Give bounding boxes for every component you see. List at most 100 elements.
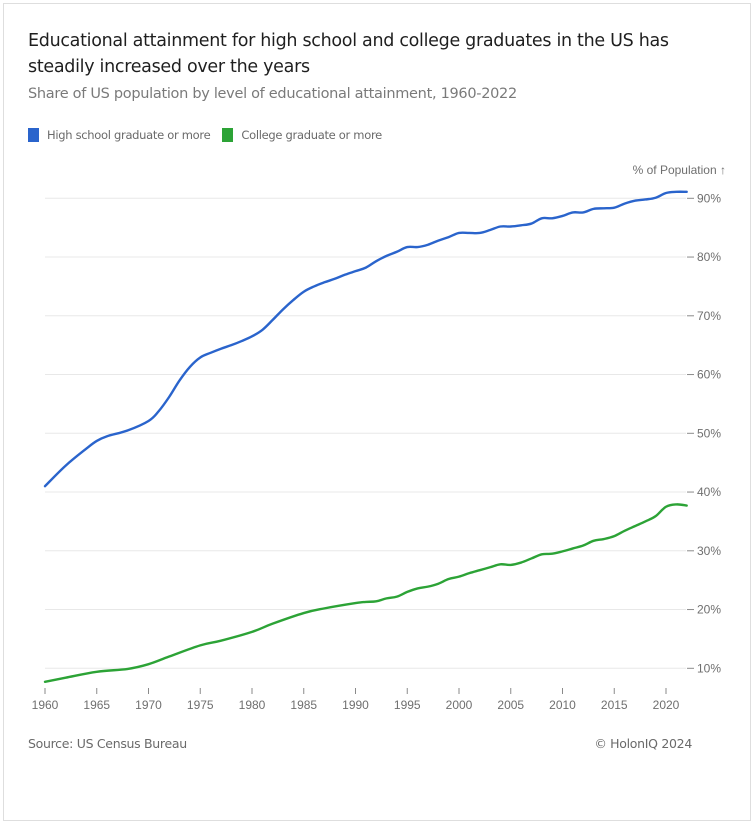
data-point-college-2016 [623,529,627,533]
data-point-college-2015 [612,534,616,538]
data-point-college-2003 [488,565,492,569]
data-point-high-school-1965 [95,439,99,443]
data-point-high-school-1984 [291,298,295,302]
legend: High school graduate or more College gra… [28,128,394,142]
data-point-college-2008 [540,552,544,556]
x-tick-label-1970: 1970 [135,698,162,712]
y-axis: 10% 20% 30% 40% 50% 60% 70% 80% 90% [687,191,721,675]
data-point-high-school-1975 [198,356,202,360]
data-point-high-school-1970 [147,419,151,423]
data-point-high-school-1974 [188,365,192,369]
data-point-high-school-1987 [322,280,326,284]
data-point-high-school-2005 [509,225,513,229]
data-point-college-1980 [250,630,254,634]
data-point-high-school-2019 [654,196,658,200]
data-point-high-school-1966 [105,434,109,438]
data-point-high-school-1988 [333,277,337,281]
data-point-high-school-1990 [354,269,358,273]
y-tick-label-80: 80% [697,250,721,264]
chart-card [3,3,751,821]
data-point-high-school-2020 [664,191,668,195]
data-point-college-2001 [467,571,471,575]
x-tick-label-1985: 1985 [290,698,317,712]
legend-swatch-college [222,128,234,142]
data-point-college-1992 [374,599,378,603]
data-point-high-school-1989 [343,273,347,277]
data-point-college-1968 [126,667,130,671]
chart-title: Educational attainment for high school a… [28,31,669,77]
data-point-high-school-2006 [519,223,523,227]
y-tick-label-60: 60% [697,368,721,382]
x-tick-label-2005: 2005 [497,698,524,712]
data-point-college-1970 [147,662,151,666]
data-point-college-1990 [354,601,358,605]
data-point-high-school-1997 [426,243,430,247]
data-point-high-school-1962 [64,464,68,468]
data-point-high-school-2013 [592,207,596,211]
data-point-high-school-1983 [281,307,285,311]
x-tick-label-2000: 2000 [446,698,473,712]
data-point-high-school-2011 [571,210,575,214]
data-point-high-school-1994 [395,250,399,254]
legend-item-high-school[interactable]: High school graduate or more [28,128,211,142]
data-point-high-school-2018 [643,197,647,201]
data-point-high-school-1964 [84,447,88,451]
data-point-college-1998 [436,582,440,586]
data-point-college-2020 [664,505,668,509]
data-point-college-2007 [529,556,533,560]
data-point-high-school-1981 [260,328,264,332]
x-tick-label-1990: 1990 [342,698,369,712]
data-point-college-1985 [302,611,306,615]
data-point-high-school-2007 [529,222,533,226]
data-point-high-school-2000 [457,231,461,235]
data-point-college-1997 [426,585,430,589]
data-point-high-school-1976 [209,351,213,355]
y-tick-label-40: 40% [697,485,721,499]
line-chart: 10% 20% 30% 40% 50% 60% 70% 80% 90% 1960 1965 1970… [32,163,726,712]
gridlines [45,197,686,669]
data-point-college-2013 [592,539,596,543]
data-point-college-2017 [633,524,637,528]
data-point-high-school-2017 [633,199,637,203]
data-point-college-1987 [322,606,326,610]
y-axis-title: % of Population ↑ [633,163,726,177]
data-point-college-1962 [64,676,68,680]
x-tick-label-2020: 2020 [653,698,680,712]
data-point-high-school-2021 [674,190,678,194]
data-point-college-2002 [478,568,482,572]
legend-swatch-high-school [28,128,39,142]
data-point-college-1977 [219,639,223,643]
data-point-high-school-2008 [540,216,544,220]
data-point-high-school-1973 [178,378,182,382]
data-point-college-2022 [685,504,689,508]
data-point-college-1994 [395,595,399,599]
data-point-high-school-1985 [302,290,306,294]
y-tick-label-90: 90% [697,191,721,205]
data-point-high-school-2012 [581,210,585,214]
y-tick-label-50: 50% [697,426,721,440]
data-point-high-school-1992 [374,259,378,263]
data-point-high-school-1982 [271,318,275,322]
data-point-high-school-1980 [250,334,254,338]
series-line-high-school [43,190,688,488]
data-point-high-school-2009 [550,216,554,220]
x-tick-label-1975: 1975 [187,698,214,712]
data-point-college-2021 [674,502,678,506]
data-point-college-2006 [519,561,523,565]
x-axis: 1960 1965 1970 1975 1980 1985 1990 1995 2000 2005… [32,688,680,712]
data-point-high-school-1978 [229,343,233,347]
data-point-high-school-1986 [312,284,316,288]
legend-item-college[interactable]: College graduate or more [222,128,382,142]
series-lines [43,190,689,684]
data-point-college-2012 [581,544,585,548]
data-point-high-school-1991 [364,266,368,270]
x-tick-label-1965: 1965 [83,698,110,712]
data-point-college-2004 [498,562,502,566]
data-point-college-1972 [167,655,171,659]
x-tick-label-1995: 1995 [394,698,421,712]
data-point-college-1991 [364,600,368,604]
data-point-high-school-2010 [561,214,565,218]
data-point-high-school-2004 [498,225,502,229]
source-note: Source: US Census Bureau [28,736,187,751]
data-point-college-1960 [43,680,47,684]
